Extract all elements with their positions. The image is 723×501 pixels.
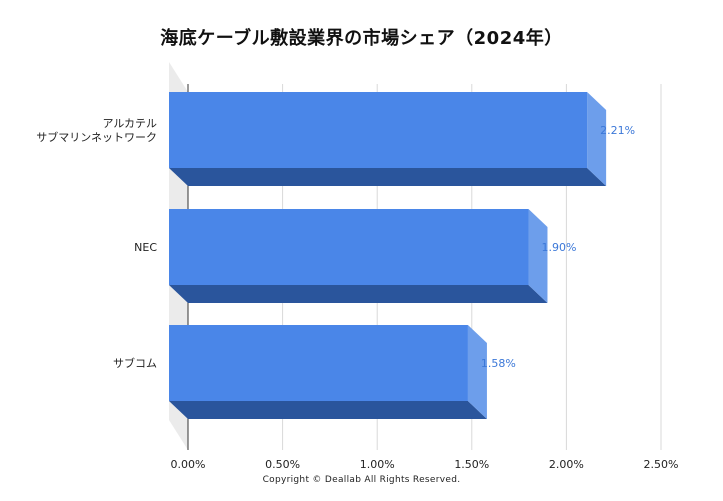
bar-group: 1.58% [169,325,516,419]
category-label: サブコム [113,356,157,370]
data-label: 1.58% [481,357,516,370]
data-label: 2.21% [600,124,635,137]
x-tick-label: 2.00% [549,458,584,471]
category-labels: アルカテルサブマリンネットワーク NEC サブコム [36,117,157,370]
x-tick-label: 2.50% [644,458,679,471]
bar-end-face [587,92,607,186]
chart-title: 海底ケーブル敷設業界の市場シェア（2024年） [160,28,563,49]
x-tick-label: 0.50% [265,458,300,471]
data-label: 1.90% [541,241,576,254]
bar-bottom-face [169,168,607,186]
bar [169,92,588,168]
bar-end-face [467,325,487,419]
x-tick-label: 1.50% [454,458,489,471]
copyright-text: Copyright © Deallab All Rights Reserved. [262,475,461,485]
category-label: アルカテルサブマリンネットワーク [36,117,157,144]
category-label: NEC [134,241,157,254]
bar [169,209,529,285]
bar-group: 2.21% [169,92,635,186]
x-tick-label: 1.00% [360,458,395,471]
bars: 2.21% 1.90% 1.58% [169,92,635,419]
bar [169,325,468,401]
bar-bottom-face [169,401,487,419]
bar-bottom-face [169,285,548,303]
bar-end-face [528,209,548,303]
x-axis-ticks: 0.00% 0.50% 1.00% 1.50% 2.00% 2.50% [171,458,679,471]
bar-group: 1.90% [169,209,576,303]
x-tick-label: 0.00% [171,458,206,471]
